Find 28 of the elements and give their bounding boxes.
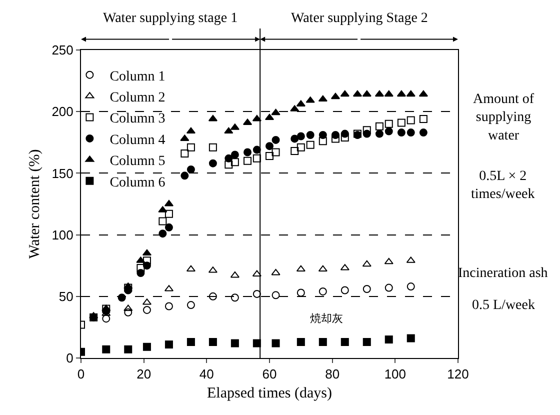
annotation: Incineration ash — [458, 266, 548, 281]
legend-label: Column 1 — [110, 69, 166, 84]
annotation: 焼却灰 — [310, 312, 343, 325]
text: 0.5 L/week — [472, 298, 535, 313]
x-tick-label: 80 — [325, 366, 340, 382]
legend-label: Column 2 — [110, 90, 166, 106]
legend-label: Column 3 — [110, 112, 166, 127]
x-tick-label: 20 — [136, 366, 152, 382]
x-axis-title: Elapsed times (days) — [207, 386, 332, 402]
y-tick-label: 50 — [58, 288, 74, 304]
text: Water supplying stage 1 — [103, 11, 238, 26]
y-tick-label: 250 — [52, 42, 74, 58]
y-tick-label: 150 — [52, 166, 74, 181]
x-tick-label: 40 — [199, 366, 214, 382]
x-tick-label: 0 — [77, 366, 85, 382]
text: Water supplying Stage 2 — [291, 11, 428, 26]
x-tick-label: 60 — [262, 366, 277, 382]
y-axis-title: Water content (%) — [26, 149, 43, 259]
x-tick-label: 100 — [384, 366, 406, 382]
y-tick-label: 100 — [52, 227, 74, 242]
y-tick-label: 200 — [52, 104, 74, 120]
x-tick-label: 120 — [447, 366, 469, 382]
text: Amount of supplying water — [473, 92, 534, 144]
y-tick-label: 0 — [66, 350, 74, 366]
legend-label: Column 4 — [110, 132, 166, 148]
text: 0.5L × 2 times/week — [471, 169, 535, 202]
legend-label: Column 5 — [110, 154, 166, 170]
legend-label: Column 6 — [110, 175, 166, 190]
